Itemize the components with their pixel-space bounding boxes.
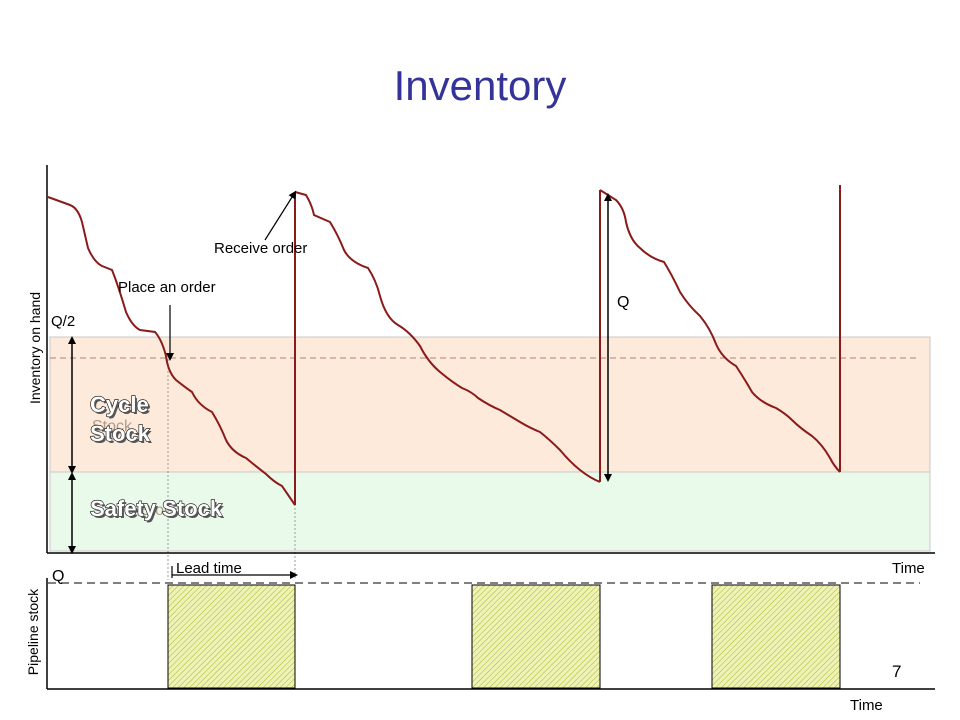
safety-stock-label: Safety Stock [89, 496, 223, 521]
pipeline-block [471, 584, 601, 689]
safety-stock-shadow-text: Stock [140, 502, 181, 519]
lead-time-label: Lead time [176, 560, 242, 577]
page-title: Inventory [393, 62, 567, 109]
pipeline-q-label: Q [52, 568, 65, 585]
receive-order-label: Receive order [214, 240, 308, 257]
cycle-stock-shadow-text: Stock [92, 418, 133, 435]
cycle-stock-label-line2: Stock [89, 421, 150, 446]
pipeline-block [167, 584, 296, 689]
safety-stock-band [49, 471, 931, 552]
pipeline-block [711, 584, 841, 689]
q-half-label: Q/2 [51, 313, 76, 330]
q-label: Q [617, 294, 630, 311]
receive-order-pointer [264, 190, 297, 241]
inventory-curve [47, 185, 841, 506]
y-axis-label-pipeline: Pipeline stock [25, 588, 41, 676]
cycle-stock-label-line1: Cycle [89, 392, 149, 417]
bottom-x-axis-label: Time [850, 697, 883, 714]
top-x-axis-label: Time [892, 560, 925, 577]
y-axis-label-inventory: Inventory on hand [27, 291, 43, 405]
place-order-label: Place an order [118, 279, 216, 296]
page-number: 7 [892, 662, 902, 681]
